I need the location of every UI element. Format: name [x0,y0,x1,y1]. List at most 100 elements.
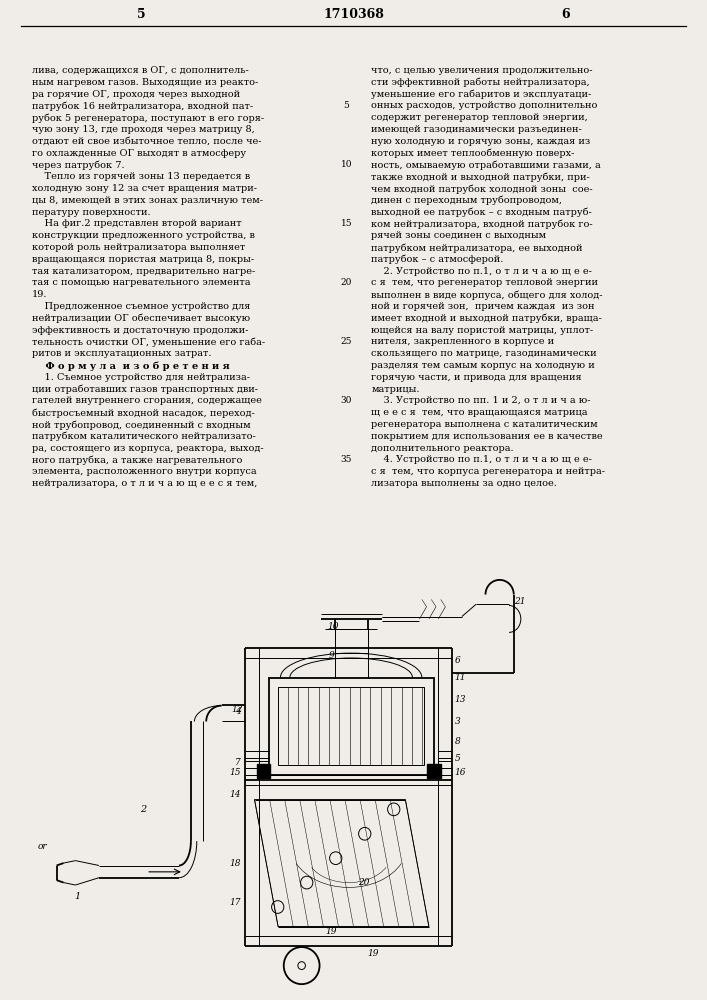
Text: через патрубок 7.: через патрубок 7. [32,160,124,170]
Text: 5: 5 [137,8,146,21]
Text: динен с переходным трубопроводом,: динен с переходным трубопроводом, [371,196,562,205]
Text: отдают ей свое избыточное тепло, после че-: отдают ей свое избыточное тепло, после ч… [32,137,262,146]
Text: 3: 3 [455,717,460,726]
Text: покрытием для использования ее в качестве: покрытием для использования ее в качеств… [371,432,603,441]
Text: эффективность и достаточную продолжи-: эффективность и достаточную продолжи- [32,326,248,335]
Text: рубок 5 регенератора, поступают в его горя-: рубок 5 регенератора, поступают в его го… [32,113,264,123]
Text: ющейся на валу пористой матрицы, уплот-: ющейся на валу пористой матрицы, уплот- [371,326,593,335]
Text: ритов и эксплуатационных затрат.: ритов и эксплуатационных затрат. [32,349,211,358]
Text: ного патрубка, а также нагревательного: ного патрубка, а также нагревательного [32,455,243,465]
Text: патрубком каталитического нейтрализато-: патрубком каталитического нейтрализато- [32,432,255,441]
Text: вращающаяся пористая матрица 8, покры-: вращающаяся пористая матрица 8, покры- [32,255,254,264]
Text: лизатора выполнены за одно целое.: лизатора выполнены за одно целое. [371,479,557,488]
Text: элемента, расположенного внутри корпуса: элемента, расположенного внутри корпуса [32,467,257,476]
Text: 19: 19 [368,949,379,958]
Text: уменьшение его габаритов и эксплуатаци-: уменьшение его габаритов и эксплуатаци- [371,90,592,99]
Text: матрицы.: матрицы. [371,385,420,394]
Text: На фиг.2 представлен второй вариант: На фиг.2 представлен второй вариант [32,219,241,228]
Text: 9: 9 [329,651,334,660]
Text: ную холодную и горячую зоны, каждая из: ную холодную и горячую зоны, каждая из [371,137,590,146]
Text: имеет входной и выходной патрубки, враща-: имеет входной и выходной патрубки, враща… [371,314,602,323]
Text: 8: 8 [455,736,460,746]
Text: с я  тем, что регенератор тепловой энергии: с я тем, что регенератор тепловой энерги… [371,278,598,287]
Text: 7: 7 [235,758,240,767]
Text: горячую части, и привода для вращения: горячую части, и привода для вращения [371,373,582,382]
Text: конструкции предложенного устройства, в: конструкции предложенного устройства, в [32,231,255,240]
Text: разделяя тем самым корпус на холодную и: разделяя тем самым корпус на холодную и [371,361,595,370]
Text: выполнен в виде корпуса, общего для холод-: выполнен в виде корпуса, общего для холо… [371,290,602,300]
Text: скользящего по матрице, газодинамически: скользящего по матрице, газодинамически [371,349,597,358]
Text: онных расходов, устройство дополнительно: онных расходов, устройство дополнительно [371,101,597,110]
Text: что, с целью увеличения продолжительно-: что, с целью увеличения продолжительно- [371,66,592,75]
Text: 2. Устройство по п.1, о т л и ч а ю щ е е-: 2. Устройство по п.1, о т л и ч а ю щ е … [371,267,592,276]
Text: 6: 6 [455,656,460,665]
Text: тая катализатором, предварительно нагре-: тая катализатором, предварительно нагре- [32,267,255,276]
Text: 2: 2 [140,805,146,814]
Text: 5: 5 [455,754,460,763]
Text: быстросъемный входной насадок, переход-: быстросъемный входной насадок, переход- [32,408,255,418]
Text: содержит регенератор тепловой энергии,: содержит регенератор тепловой энергии, [371,113,588,122]
Text: пературу поверхности.: пературу поверхности. [32,208,151,217]
Text: 25: 25 [341,337,352,346]
Bar [278,687,424,765]
Text: 13: 13 [455,695,467,704]
Text: 14: 14 [229,790,240,799]
Text: дополнительного реактора.: дополнительного реактора. [371,444,514,453]
Text: которых имеет теплообменную поверх-: которых имеет теплообменную поверх- [371,149,575,158]
Text: тая с помощью нагревательного элемента: тая с помощью нагревательного элемента [32,278,250,287]
Text: 1710368: 1710368 [323,8,384,21]
Text: 19.: 19. [32,290,47,299]
Text: 11: 11 [455,673,467,682]
Text: 5: 5 [344,101,349,110]
Text: рячей зоны соединен с выходным: рячей зоны соединен с выходным [371,231,547,240]
Text: 12: 12 [231,705,243,714]
Text: нейтрализации ОГ обеспечивает высокую: нейтрализации ОГ обеспечивает высокую [32,314,250,323]
Text: 20: 20 [341,278,352,287]
Text: 20: 20 [358,878,370,887]
Text: ной трубопровод, соединенный с входным: ной трубопровод, соединенный с входным [32,420,250,430]
Text: 17: 17 [229,898,240,907]
Text: 3. Устройство по пп. 1 и 2, о т л и ч а ю-: 3. Устройство по пп. 1 и 2, о т л и ч а … [371,396,590,405]
Bar [269,678,433,775]
Text: с я  тем, что корпуса регенератора и нейтра-: с я тем, что корпуса регенератора и нейт… [371,467,605,476]
Text: 35: 35 [341,455,352,464]
Text: 21: 21 [514,597,525,606]
Text: Предложенное съемное устройство для: Предложенное съемное устройство для [32,302,250,311]
Text: которой роль нейтрализатора выполняет: которой роль нейтрализатора выполняет [32,243,245,252]
Text: холодную зону 12 за счет вращения матри-: холодную зону 12 за счет вращения матри- [32,184,257,193]
Text: ком нейтрализатора, входной патрубок го-: ком нейтрализатора, входной патрубок го- [371,219,592,229]
Text: нителя, закрепленного в корпусе и: нителя, закрепленного в корпусе и [371,337,554,346]
Text: также входной и выходной патрубки, при-: также входной и выходной патрубки, при- [371,172,590,182]
Text: имеющей газодинамически разъединен-: имеющей газодинамически разъединен- [371,125,582,134]
Text: Тепло из горячей зоны 13 передается в: Тепло из горячей зоны 13 передается в [32,172,250,181]
Text: 1. Съемное устройство для нейтрализа-: 1. Съемное устройство для нейтрализа- [32,373,250,382]
Text: патрубок – с атмосферой.: патрубок – с атмосферой. [371,255,503,264]
Bar [257,764,270,778]
Text: тельность очистки ОГ, уменьшение его габа-: тельность очистки ОГ, уменьшение его габ… [32,337,265,347]
Text: 4: 4 [235,707,240,716]
Text: цы 8, имеющей в этих зонах различную тем-: цы 8, имеющей в этих зонах различную тем… [32,196,263,205]
Text: ность, омываемую отработавшими газами, а: ность, омываемую отработавшими газами, а [371,160,601,170]
Text: 19: 19 [325,927,337,936]
Text: нейтрализатора, о т л и ч а ю щ е е с я тем,: нейтрализатора, о т л и ч а ю щ е е с я … [32,479,257,488]
Text: ра, состоящего из корпуса, реактора, выход-: ра, состоящего из корпуса, реактора, вых… [32,444,264,453]
Bar [428,764,440,778]
Text: 30: 30 [341,396,352,405]
Text: Ф о р м у л а  и з о б р е т е н и я: Ф о р м у л а и з о б р е т е н и я [32,361,230,371]
Text: лива, содержащихся в ОГ, с дополнитель-: лива, содержащихся в ОГ, с дополнитель- [32,66,249,75]
Text: го охлажденные ОГ выходят в атмосферу: го охлажденные ОГ выходят в атмосферу [32,149,246,158]
Text: ра горячие ОГ, проходя через выходной: ра горячие ОГ, проходя через выходной [32,90,240,99]
Bar [334,629,368,653]
Text: 4. Устройство по п.1, о т л и ч а ю щ е е-: 4. Устройство по п.1, о т л и ч а ю щ е … [371,455,592,464]
Text: 1: 1 [75,892,81,901]
Text: 15: 15 [229,768,240,777]
Text: 15: 15 [341,219,352,228]
Text: 10: 10 [341,160,352,169]
Text: чую зону 13, где проходя через матрицу 8,: чую зону 13, где проходя через матрицу 8… [32,125,255,134]
Text: ным нагревом газов. Выходящие из реакто-: ным нагревом газов. Выходящие из реакто- [32,78,258,87]
Text: 10: 10 [328,622,339,631]
Text: щ е е с я  тем, что вращающаяся матрица: щ е е с я тем, что вращающаяся матрица [371,408,588,417]
Text: ции отработавших газов транспортных дви-: ции отработавших газов транспортных дви- [32,385,258,394]
Text: or: or [37,842,47,851]
Text: 6: 6 [561,8,570,21]
